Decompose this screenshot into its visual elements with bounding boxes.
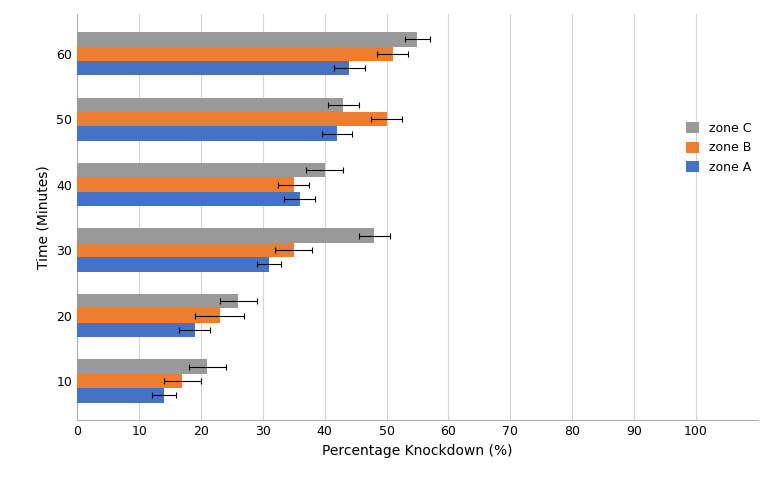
Bar	[77, 243, 294, 257]
Bar	[77, 308, 220, 323]
Bar	[77, 374, 182, 388]
Bar	[77, 61, 349, 75]
X-axis label: Percentage Knockdown (%): Percentage Knockdown (%)	[322, 443, 512, 457]
Bar	[77, 257, 269, 271]
Bar	[77, 294, 238, 308]
Legend: zone C, zone B, zone A: zone C, zone B, zone A	[686, 122, 751, 174]
Bar	[77, 112, 387, 127]
Bar	[77, 323, 195, 337]
Bar	[77, 32, 417, 46]
Bar	[77, 46, 393, 61]
Bar	[77, 98, 343, 112]
Bar	[77, 127, 337, 141]
Bar	[77, 228, 374, 243]
Bar	[77, 163, 325, 177]
Y-axis label: Time (Minutes): Time (Minutes)	[37, 166, 51, 269]
Bar	[77, 192, 300, 206]
Bar	[77, 359, 207, 374]
Bar	[77, 388, 164, 402]
Bar	[77, 177, 294, 192]
